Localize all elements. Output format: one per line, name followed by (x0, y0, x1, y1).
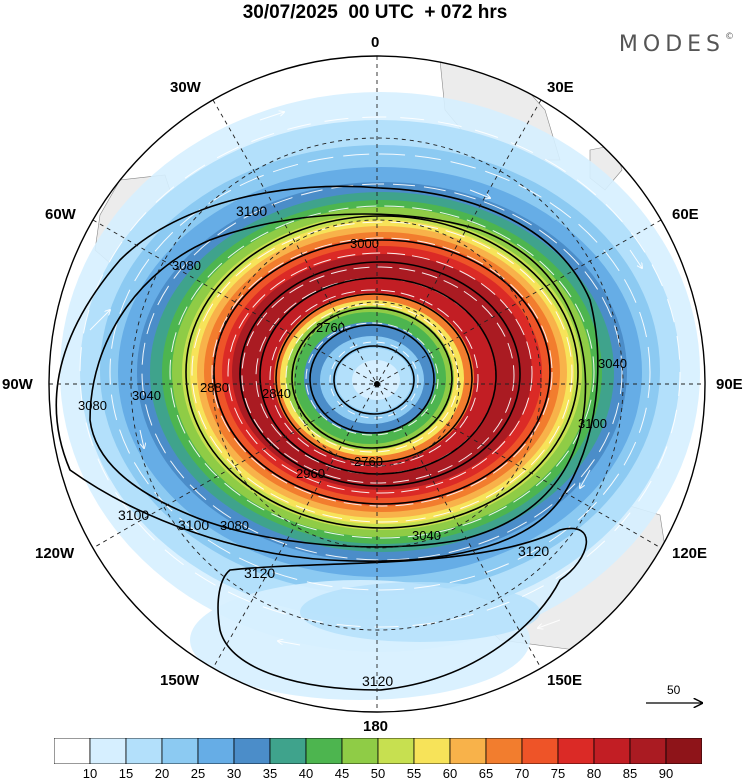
colorbar-tick-label: 70 (514, 766, 530, 781)
label-3060-bottom: 3040 (412, 528, 441, 543)
label-3080-bottom: 3080 (220, 518, 249, 533)
colorbar-tick-label: 40 (298, 766, 314, 781)
colorbar-tick-label: 20 (154, 766, 170, 781)
colorbar-tick-label: 90 (658, 766, 674, 781)
colorbar-tick-label: 55 (406, 766, 422, 781)
label-3100-bottom-left: 3100 (118, 507, 149, 523)
map-boundary (48, 55, 706, 713)
lon-label-30e: 30E (547, 79, 574, 96)
lon-label-60w: 60W (45, 206, 76, 223)
lon-label-180: 180 (363, 718, 389, 735)
copyright-mark: © (725, 32, 734, 42)
lon-label-60e: 60E (672, 206, 699, 223)
label-3100-bottom: 3100 (178, 517, 209, 533)
height-contours (55, 185, 599, 691)
contour-3000 (213, 239, 551, 505)
colorbar-tick-label: 15 (118, 766, 134, 781)
colorbar-tick-label: 50 (370, 766, 386, 781)
colorbar-swatch (629, 738, 667, 764)
label-3040-left: 3040 (132, 388, 161, 403)
map-title: 30/07/2025 00 UTC + 072 hrs (242, 2, 508, 23)
colorbar-swatch (449, 738, 487, 764)
colorbar-tick-label: 60 (442, 766, 458, 781)
contour-3100 (55, 185, 599, 562)
colorbar-swatch (197, 738, 235, 764)
modes-logo: MODES© (619, 32, 734, 57)
contour-2960 (239, 261, 521, 487)
colorbar-tick-label: 10 (82, 766, 98, 781)
contour-3080 (89, 213, 587, 548)
label-3000-top: 3000 (350, 236, 379, 251)
reference-vector-arrow (646, 696, 706, 710)
reference-vector-value: 50 (667, 683, 681, 697)
colorbar-swatch (54, 738, 91, 764)
colorbar-swatch (125, 738, 163, 764)
colorbar-tick-label: 65 (478, 766, 494, 781)
colorbar-swatch (377, 738, 415, 764)
colorbar-swatch (269, 738, 307, 764)
colorbar-swatch (233, 738, 271, 764)
lon-label-30w: 30W (170, 79, 201, 96)
label-2760-top: 2760 (316, 320, 345, 335)
lon-label-120w: 120W (35, 545, 75, 562)
colorbar (54, 738, 702, 764)
label-2840-left: 2840 (262, 386, 291, 401)
contour-3120-south (217, 527, 588, 691)
contour-2920 (259, 277, 497, 475)
label-3080-far-left: 3080 (78, 398, 107, 413)
label-3120-right: 3120 (518, 543, 549, 559)
label-3080-left: 3080 (172, 258, 201, 273)
colorbar-swatch (161, 738, 199, 764)
label-3100-right: 3100 (578, 416, 607, 431)
lon-label-90e: 90E (716, 376, 743, 393)
colorbar-swatch (413, 738, 451, 764)
label-3120-left: 3120 (244, 565, 275, 581)
colorbar-swatch (89, 738, 127, 764)
contour-2840 (291, 307, 453, 449)
colorbar-tick-label: 30 (226, 766, 242, 781)
patch-south-2 (300, 582, 540, 642)
label-3120-bottom: 3120 (362, 673, 393, 689)
label-3100-top: 3100 (236, 203, 267, 219)
lon-label-0: 0 (371, 34, 380, 51)
colorbar-swatch (557, 738, 595, 764)
lon-label-90w: 90W (2, 376, 33, 393)
band-10-inner (352, 360, 400, 400)
colorbar-swatch (521, 738, 559, 764)
colorbar-tick-label: 45 (334, 766, 350, 781)
colorbar-tick-label: 25 (190, 766, 206, 781)
colorbar-swatch (305, 738, 343, 764)
contour-2880 (275, 293, 473, 463)
lon-label-150w: 150W (160, 672, 200, 689)
colorbar-tick-label: 75 (550, 766, 566, 781)
lon-label-150e: 150E (547, 672, 583, 689)
label-3020-right: 3040 (598, 356, 627, 371)
colorbar-tick-label: 80 (586, 766, 602, 781)
pole-marker (374, 381, 380, 387)
contour-2760 (333, 345, 415, 415)
colorbar-tick-label: 35 (262, 766, 278, 781)
colorbar-swatch (593, 738, 631, 764)
colorbar-swatch (485, 738, 523, 764)
wind-streamlines (79, 112, 681, 646)
lon-label-120e: 120E (672, 545, 708, 562)
label-2760-bottom: 2760 (354, 454, 383, 469)
contour-labels: 3100 3080 3000 2760 2880 2840 3040 3080 … (78, 203, 627, 689)
brand-name: MODES (618, 32, 725, 57)
label-2880-left: 2880 (200, 380, 229, 395)
label-2960-bottom: 2960 (296, 466, 325, 481)
colorbar-swatch (341, 738, 379, 764)
contour-2800 (309, 324, 435, 434)
contour-3040 (185, 215, 579, 529)
colorbar-swatch (665, 738, 702, 764)
colorbar-tick-label: 85 (622, 766, 638, 781)
